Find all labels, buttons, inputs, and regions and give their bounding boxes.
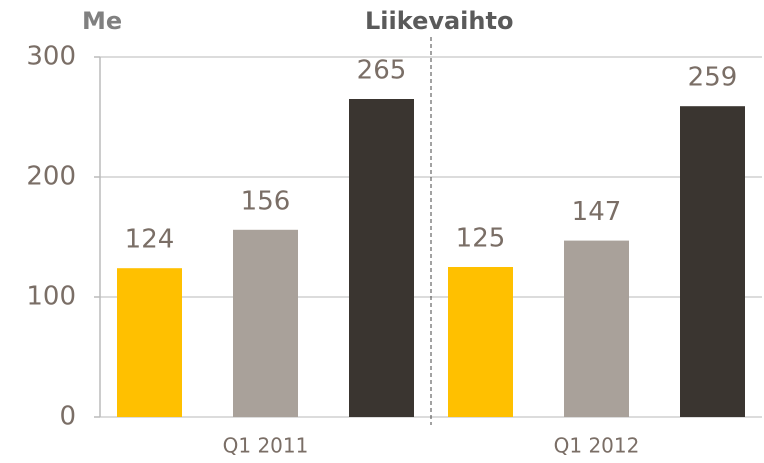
value-label: 125 — [456, 224, 506, 254]
y-tick-label: 300 — [26, 42, 76, 72]
bar — [448, 267, 513, 417]
chart-title: Liikevaihto — [365, 7, 513, 35]
y-axis-label: Me — [82, 7, 122, 35]
value-label: 124 — [125, 225, 175, 255]
bar — [117, 268, 182, 417]
bar — [233, 229, 298, 417]
value-label: 265 — [357, 56, 407, 86]
y-tick-label: 200 — [26, 162, 76, 192]
y-tick-label: 100 — [26, 282, 76, 312]
value-label: 147 — [572, 197, 622, 227]
bar — [564, 240, 629, 417]
x-tick-label: Q1 2011 — [223, 434, 309, 458]
bar — [680, 106, 745, 417]
value-label: 156 — [241, 186, 291, 216]
y-tick-label: 0 — [59, 402, 76, 432]
value-label: 259 — [688, 63, 738, 93]
bar — [349, 99, 414, 417]
x-tick-label: Q1 2012 — [554, 434, 640, 458]
